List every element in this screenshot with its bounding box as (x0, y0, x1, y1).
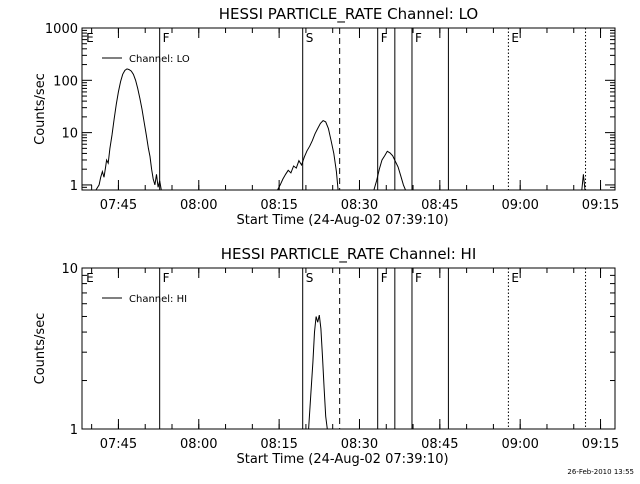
plot-frame (81, 27, 616, 191)
chart-title: HESSI PARTICLE_RATE Channel: LO (219, 5, 478, 24)
series-line-1-segment-4 (581, 174, 586, 190)
event-marker-label: S (306, 271, 314, 285)
event-marker-label: F (163, 31, 170, 45)
y-tick-label: 1000 (45, 22, 78, 37)
y-tick-label: 10 (61, 262, 78, 277)
event-marker-label: E (86, 271, 94, 285)
x-tick-label: 07:45 (100, 437, 137, 452)
y-axis-label: Counts/sec (33, 73, 48, 145)
x-tick-label: 08:00 (180, 198, 217, 213)
y-tick-label: 1 (70, 179, 78, 194)
plot-frame (81, 267, 616, 430)
x-tick-label: 08:15 (260, 198, 297, 213)
series-line-1-segment-3 (373, 150, 406, 190)
x-tick-label: 08:45 (421, 198, 458, 213)
event-marker-label: F (163, 271, 170, 285)
legend-label: Channel: LO (129, 54, 190, 65)
chart-2: HESSI PARTICLE_RATE Channel: HI 1 10 07:45 0… (33, 245, 619, 467)
event-marker-label: E (511, 271, 519, 285)
event-marker-label: E (86, 31, 94, 45)
event-marker-label: F (381, 31, 388, 45)
event-marker-label: S (306, 31, 314, 45)
x-tick-label: 08:00 (180, 437, 217, 452)
series-line-1-segment-1 (308, 314, 328, 429)
y-tick-label: 100 (53, 74, 78, 89)
x-tick-label: 07:45 (100, 198, 137, 213)
y-axis-label: Counts/sec (33, 313, 48, 385)
chart-title: HESSI PARTICLE_RATE Channel: HI (221, 245, 477, 264)
series-line-1-segment-1 (95, 68, 162, 190)
series-line-1-segment-2 (277, 119, 339, 190)
chart-1: HESSI PARTICLE_RATE Channel: LO 1 10 100 100… (33, 5, 619, 228)
x-axis-label: Start Time (24-Aug-02 07:39:10) (236, 213, 448, 228)
y-tick-label: 1 (70, 423, 78, 438)
x-tick-label: 09:00 (501, 198, 538, 213)
event-marker-label: F (415, 31, 422, 45)
x-axis-label: Start Time (24-Aug-02 07:39:10) (236, 452, 448, 467)
event-marker-label: F (381, 271, 388, 285)
event-marker-label: E (511, 31, 519, 45)
x-tick-label: 08:45 (421, 437, 458, 452)
x-tick-label: 09:15 (582, 437, 619, 452)
x-tick-label: 08:15 (260, 437, 297, 452)
x-tick-label: 08:30 (341, 437, 378, 452)
legend-label: Channel: HI (129, 294, 187, 305)
x-tick-label: 08:30 (341, 198, 378, 213)
x-tick-label: 09:00 (501, 437, 538, 452)
event-marker-label: F (415, 271, 422, 285)
x-tick-label: 09:15 (582, 198, 619, 213)
y-tick-label: 10 (61, 127, 78, 142)
footer-date: 26-Feb-2010 13:55 (567, 468, 634, 476)
